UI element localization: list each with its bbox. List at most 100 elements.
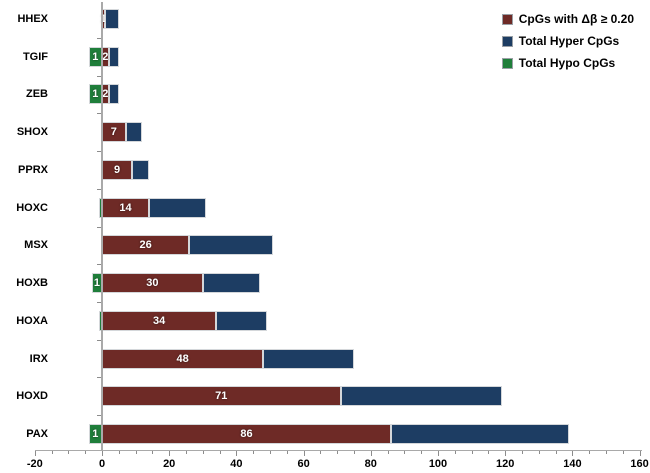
x-axis-minor-tick [471,451,473,454]
bar-label-dab20: 71 [215,390,228,403]
bar-label-dab20: 86 [240,428,253,441]
category-axis-tick [97,151,101,153]
x-axis-tick-label: 120 [496,458,515,470]
x-axis-minor-tick [421,451,423,454]
category-axis-tick [97,377,101,379]
legend-label-hyper: Total Hyper CpGs [518,34,620,48]
x-axis-minor-tick [118,451,120,454]
category-axis-tick [97,113,101,115]
bar-segment-dab20: 7 [102,122,126,143]
category-axis-tick [97,415,101,417]
category-label-hoxd: HOXD [16,390,48,403]
x-axis-tick-label: 60 [297,458,310,470]
category-axis-line [101,2,103,450]
legend-item-dab20: CpGs with Δβ ≥ 0.20 [501,12,634,26]
x-axis-major-tick [572,451,574,456]
category-axis-tick [97,226,101,228]
bar-segment-hyper [216,310,267,331]
category-label-hhex: HHEX [17,13,48,25]
x-axis-minor-tick [387,451,389,454]
bar-label-dab20: 26 [139,239,152,252]
x-axis-minor-tick [354,451,355,454]
x-axis-minor-tick [522,451,523,454]
bar-segment-hyper [125,122,143,143]
x-axis-minor-tick [555,451,557,454]
x-axis-minor-tick [454,451,456,454]
bar-segment-dab20: 2 [102,84,109,105]
x-axis-minor-tick [404,451,406,454]
x-axis-line [34,450,642,451]
bar-segment-hyper [340,386,502,407]
legend-swatch-hypo-icon [501,57,513,69]
x-axis-minor-tick [286,451,288,454]
category-label-zeb: ZEB [26,88,48,101]
bar-segment-hyper [202,273,260,294]
x-axis-major-tick [236,451,238,456]
x-axis-tick-label: 100 [428,458,448,470]
x-axis-minor-tick [589,451,591,454]
bar-label-dab20: 34 [152,314,166,327]
x-axis-tick-label: 160 [630,458,649,470]
x-axis-minor-tick [202,451,204,454]
category-axis-tick [97,339,101,341]
legend: CpGs with Δβ ≥ 0.20 Total Hyper CpGs Tot… [501,12,634,70]
bar-segment-hyper [149,197,207,218]
legend-swatch-dab20-icon [501,13,513,25]
bar-label-hypo: 1 [92,50,99,63]
x-axis-minor-tick [135,451,137,454]
bar-label-dab20: 1 [100,13,107,25]
bar-label-dab20: 48 [176,352,189,365]
bar-label-dab20: 30 [146,277,159,290]
legend-swatch-hyper-icon [501,35,513,47]
x-axis-minor-tick [270,451,271,454]
x-axis-minor-tick [51,451,53,454]
bar-segment-dab20: 30 [102,273,203,294]
bar-segment-dab20: 86 [102,424,391,445]
bar-label-dab20: 9 [114,163,121,176]
x-axis-tick-label: 0 [98,458,106,470]
category-label-hoxc: HOXC [16,201,48,214]
bar-segment-hyper [108,46,119,67]
bar-label-dab20: 7 [110,126,117,139]
bar-segment-hyper [105,9,119,29]
x-axis-minor-tick [320,451,322,454]
bar-segment-hyper [132,159,150,180]
legend-label-hypo: Total Hypo CpGs [518,56,616,70]
bar-label-hypo: 1 [92,88,99,101]
x-axis-tick-label: 80 [364,458,377,470]
bar-segment-dab20: 14 [102,197,150,218]
legend-item-hypo: Total Hypo CpGs [501,56,634,70]
bar-segment-hypo: 1 [88,46,102,67]
x-axis-minor-tick [186,451,187,454]
category-label-irx: IRX [29,352,48,365]
x-axis-tick-label: 20 [163,458,176,470]
category-label-hoxa: HOXA [16,314,48,327]
bar-label-hypo: 1 [92,428,99,441]
x-axis-major-tick [505,451,507,456]
bar-segment-hyper [390,424,570,445]
bar-segment-dab20: 71 [102,386,341,407]
x-axis-minor-tick [219,451,221,454]
x-axis-minor-tick [606,451,607,454]
x-axis-major-tick [639,451,641,456]
bar-segment-dab20: 9 [102,159,133,180]
x-axis-major-tick [102,451,103,456]
category-axis-tick [97,301,101,303]
x-axis-tick-label: 140 [563,458,582,470]
bar-segment-hyper [189,235,274,256]
legend-label-dab20: CpGs with Δβ ≥ 0.20 [518,12,634,26]
x-axis-minor-tick [253,451,255,454]
bar-label-dab20: 2 [102,50,109,63]
category-axis-tick [97,37,101,39]
category-label-hoxb: HOXB [16,277,48,290]
x-axis-minor-tick [538,451,540,454]
bar-segment-hyper [108,84,119,105]
x-axis-major-tick [34,451,36,456]
bar-segment-hypo: 1 [88,424,102,445]
bar-segment-hyper [263,348,354,369]
category-label-msx: MSX [24,239,48,252]
x-axis-minor-tick [622,451,624,454]
x-axis-minor-tick [85,451,87,454]
category-label-pax: PAX [26,428,48,441]
bar-segment-dab20: 48 [102,348,264,369]
